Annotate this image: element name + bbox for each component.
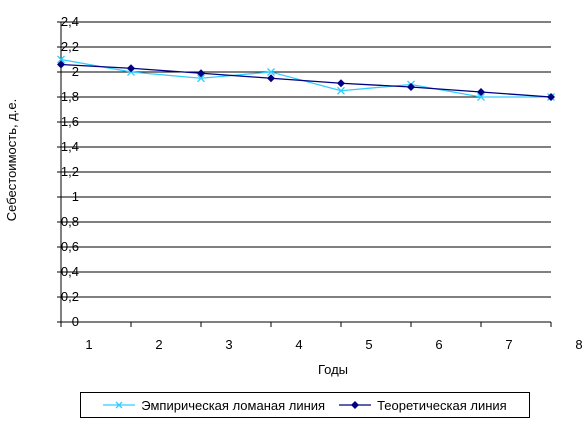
- legend-label-empirical: Эмпирическая ломаная линия: [141, 397, 326, 413]
- y-tick-label: 0,6: [61, 239, 79, 254]
- legend-item-empirical: Эмпирическая ломаная линия: [103, 398, 325, 413]
- x-tick-label: 5: [365, 337, 372, 352]
- x-tick-label: 8: [575, 337, 582, 352]
- x-tick-label: 7: [505, 337, 512, 352]
- y-tick-label: 1,8: [61, 89, 79, 104]
- y-tick-label: 0,2: [61, 289, 79, 304]
- grid-lines: [61, 21, 551, 298]
- x-axis-label: Годы: [318, 362, 348, 377]
- y-tick-label: 2: [72, 64, 79, 79]
- data-point: [267, 68, 275, 76]
- x-tick-labels: 1 2 3 4 5 6 7 8: [85, 337, 582, 352]
- y-tick-label: 1: [72, 189, 79, 204]
- axes: [57, 21, 552, 327]
- x-tick-label: 2: [155, 337, 162, 352]
- data-point: [127, 64, 135, 73]
- data-point: [57, 60, 65, 69]
- y-tick-label: 0,8: [61, 214, 79, 229]
- legend-label-theoretical: Теоретическая линия: [377, 397, 507, 413]
- data-series: [57, 55, 555, 101]
- y-tick-label: 0: [72, 314, 79, 329]
- x-tick-label: 4: [295, 337, 302, 352]
- x-tick-label: 6: [435, 337, 442, 352]
- data-point: [57, 55, 65, 64]
- y-tick-label: 0,4: [61, 264, 79, 279]
- y-tick-label: 2,4: [61, 14, 79, 29]
- y-tick-label: 1,6: [61, 114, 79, 129]
- x-tick-label: 3: [225, 337, 232, 352]
- data-point: [197, 74, 205, 83]
- y-tick-label: 1,4: [61, 139, 79, 154]
- data-point: [197, 69, 205, 78]
- line-chart: 0 0,2 0,4 0,6 0,8 1 1,2 1,4 1,6 1,8 2 2,2 2,4 1 2 3 4 5 6…: [4, 14, 583, 377]
- data-point: [477, 88, 485, 96]
- data-point: [267, 74, 275, 83]
- legend: Эмпирическая ломаная линия Теоретическая…: [80, 392, 530, 418]
- legend-swatch-empirical: [103, 401, 136, 409]
- data-point: [407, 83, 415, 91]
- data-point: [337, 86, 345, 95]
- data-point: [547, 93, 555, 101]
- y-tick-label: 1,2: [61, 164, 79, 179]
- y-axis-label: Себестоимость, д.е.: [4, 99, 19, 221]
- series-line-2: [60, 63, 552, 98]
- y-tick-label: 2,2: [61, 39, 79, 54]
- data-point: [337, 79, 345, 88]
- legend-item-theoretical: Теоретическая линия: [339, 398, 507, 413]
- data-point: [477, 93, 485, 101]
- x-tick-label: 1: [85, 337, 92, 352]
- y-tick-labels: 0 0,2 0,4 0,6 0,8 1 1,2 1,4 1,6 1,8 2 2,2 2,4: [61, 14, 79, 329]
- legend-swatch-theoretical: [339, 401, 372, 409]
